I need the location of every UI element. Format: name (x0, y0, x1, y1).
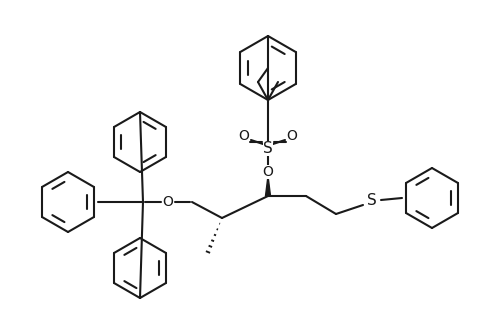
Text: O: O (162, 195, 174, 209)
Text: O: O (287, 129, 297, 143)
Text: S: S (367, 192, 377, 207)
Polygon shape (265, 178, 271, 196)
Text: S: S (263, 141, 273, 156)
Text: O: O (239, 129, 249, 143)
Text: O: O (262, 165, 274, 179)
